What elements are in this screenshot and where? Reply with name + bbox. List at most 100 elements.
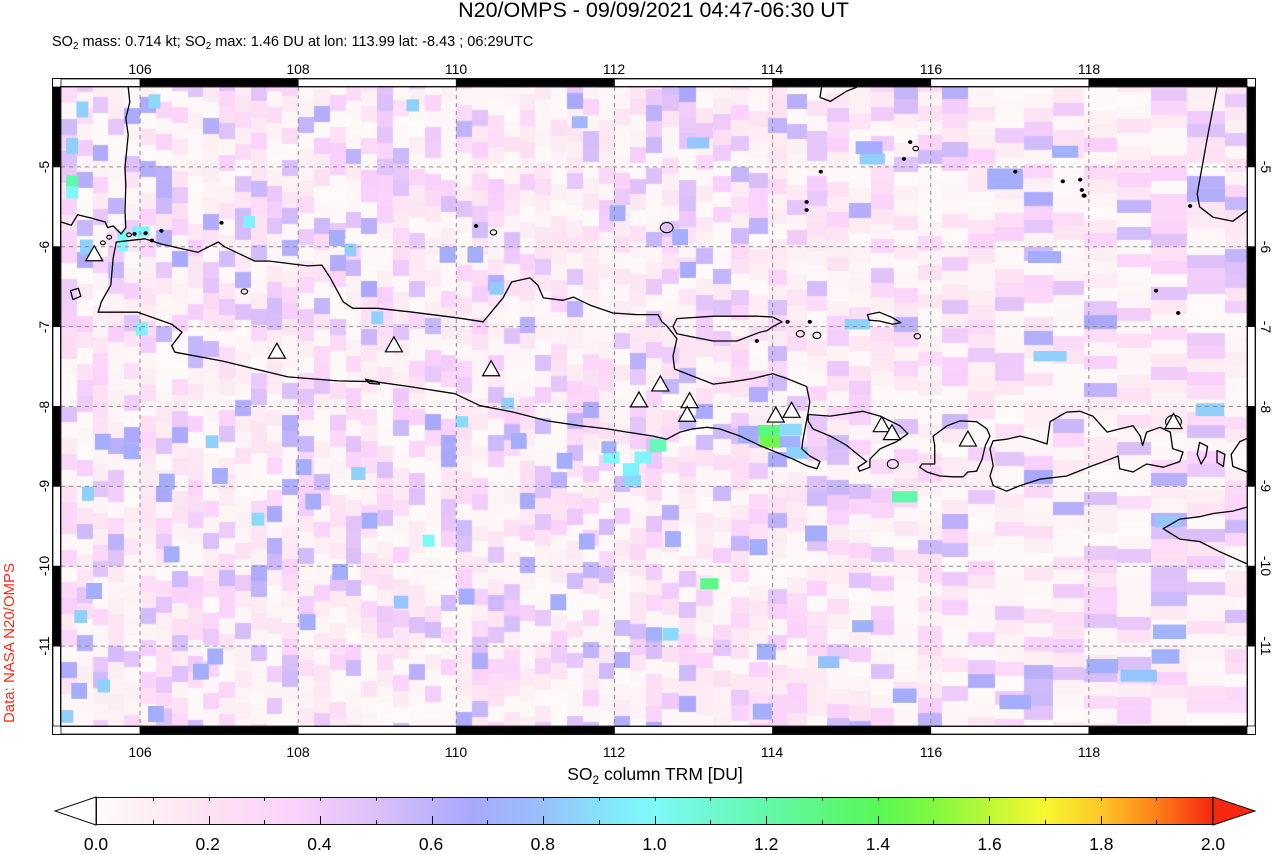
so2-pixel-elevated (737, 425, 759, 444)
coastline-path (989, 410, 1184, 492)
so2-pixel-elevated (351, 467, 366, 480)
so2-pixel-elevated (601, 441, 617, 454)
so2-pixel-elevated (844, 319, 870, 330)
elevated-so2-pixels (61, 94, 1225, 723)
islet-outline (913, 333, 922, 340)
x-tick-label-bottom: 118 (1077, 744, 1101, 760)
so2-pixel-elevated (779, 423, 802, 436)
so2-pixel-elevated (439, 246, 456, 263)
coastline-path (97, 238, 821, 470)
volcano-triangle-icon (958, 429, 978, 447)
so2-pixel-elevated (205, 435, 219, 449)
volcano-triangle-icon (782, 401, 802, 418)
islet-outline (812, 331, 822, 340)
colorbar-tick-label: 1.8 (1089, 834, 1114, 854)
colorbar-units-text: column TRM [DU] (599, 764, 743, 784)
so2-pixel-elevated (1155, 515, 1181, 528)
colorbar-tick-mark (877, 798, 879, 801)
so2-pixel-elevated (123, 443, 140, 460)
so2-pixel-elevated (680, 261, 696, 278)
colorbar-tick-mark (264, 820, 266, 824)
so2-pixel-elevated (687, 137, 710, 149)
coastline-path (1216, 449, 1226, 468)
colorbar-species-subscript: 2 (592, 772, 600, 787)
islet-outline (149, 238, 155, 243)
x-tick-label-top: 112 (602, 61, 626, 77)
islet-outline (1078, 177, 1083, 182)
volcano-triangle-icon (650, 374, 670, 392)
colorbar-tick-label: 1.6 (977, 834, 1002, 854)
so2-pixel-elevated (361, 512, 378, 529)
so2-pixel-elevated (422, 534, 435, 547)
islet-outline (489, 229, 498, 236)
volcano-triangle-icon (1163, 412, 1183, 430)
so2-pixel-elevated (329, 230, 345, 246)
colorbar-tick-mark (598, 820, 600, 824)
so2-pixel-elevated (665, 531, 681, 548)
colorbar-tick-mark (152, 798, 154, 801)
so2-pixel-elevated (212, 468, 228, 484)
x-tick-label-bottom: 108 (286, 744, 310, 760)
so2-pixel-elevated (97, 679, 111, 693)
islet-outline (1079, 188, 1084, 192)
colorbar-tick-mark (1044, 798, 1046, 801)
islet-outline (912, 145, 920, 152)
colorbar-tick-mark (543, 816, 544, 824)
colorbar-tick-mark (375, 798, 377, 801)
map-title: N20/OMPS - 09/09/2021 04:47-06:30 UT (458, 0, 849, 22)
so2-pixel-elevated (805, 525, 828, 542)
islet-outline (1081, 193, 1087, 198)
so2-pixel-elevated (603, 451, 620, 464)
so2-pixel-elevated (779, 436, 801, 448)
islet-outline (886, 458, 899, 470)
so2-pixel-elevated (74, 610, 88, 623)
colorbar-tick-mark (1156, 798, 1158, 801)
so2-pixel-elevated (646, 627, 662, 641)
so2-pixel-elevated (86, 583, 103, 599)
islet-outline (1176, 311, 1181, 315)
coastline-path (1230, 437, 1248, 473)
colorbar-tick-mark (821, 798, 823, 801)
colorbar-tick-label: 1.0 (642, 834, 667, 854)
so2-pixel-elevated (510, 432, 527, 449)
coastline-path (1196, 86, 1248, 222)
volcano-triangle-icon (629, 390, 649, 408)
x-tick-label-bottom: 116 (919, 744, 943, 760)
frame-outer-border (52, 78, 1256, 735)
so2-pixel-elevated (95, 433, 111, 450)
islet-outline (795, 330, 805, 338)
colorbar-tick-mark (877, 816, 879, 824)
colorbar-tick-mark (710, 820, 712, 824)
islet-outline (908, 140, 913, 145)
so2-summary-subtitle: SO2 mass: 0.714 kt; SO2 max: 1.46 DU at … (52, 33, 533, 52)
x-tick-label-top: 106 (128, 61, 152, 77)
colorbar-tick-label: 0.6 (418, 834, 444, 854)
so2-mass-text: mass: 0.714 kt; (78, 34, 185, 50)
x-tick-label-bottom: 106 (128, 744, 152, 760)
so2-pixel-elevated (758, 424, 781, 437)
so2-pixel-elevated (624, 475, 641, 488)
so2-pixel-elevated (1028, 251, 1062, 264)
colorbar-tick-mark (1156, 820, 1158, 824)
colorbar-tick-label: 2.0 (1200, 834, 1226, 854)
so2-pixel-elevated (243, 216, 256, 228)
so2-pixel-elevated (458, 588, 475, 605)
x-tick-label-top: 110 (444, 61, 468, 77)
so2-pixel-elevated (649, 439, 667, 452)
colorbar-tick-mark (375, 820, 377, 824)
coastline-path (60, 86, 131, 235)
colorbar-tick-mark (543, 798, 544, 801)
x-tick-label-top: 114 (760, 61, 784, 77)
so2-pixel-elevated (66, 175, 78, 188)
colorbar-tick-label: 1.4 (865, 834, 891, 854)
colorbar-over-arrow (1212, 796, 1257, 826)
colorbar-title: SO2 column TRM [DU] (567, 764, 743, 787)
colorbar-tick-label: 0.2 (195, 834, 220, 854)
so2-pixel-elevated (501, 397, 515, 409)
colorbar-tick-mark (264, 798, 266, 801)
islet-outline (804, 208, 809, 212)
x-tick-label-top: 108 (286, 61, 310, 77)
so2-pixel-elevated (159, 473, 175, 490)
so2-pixel-elevated (1033, 351, 1067, 362)
